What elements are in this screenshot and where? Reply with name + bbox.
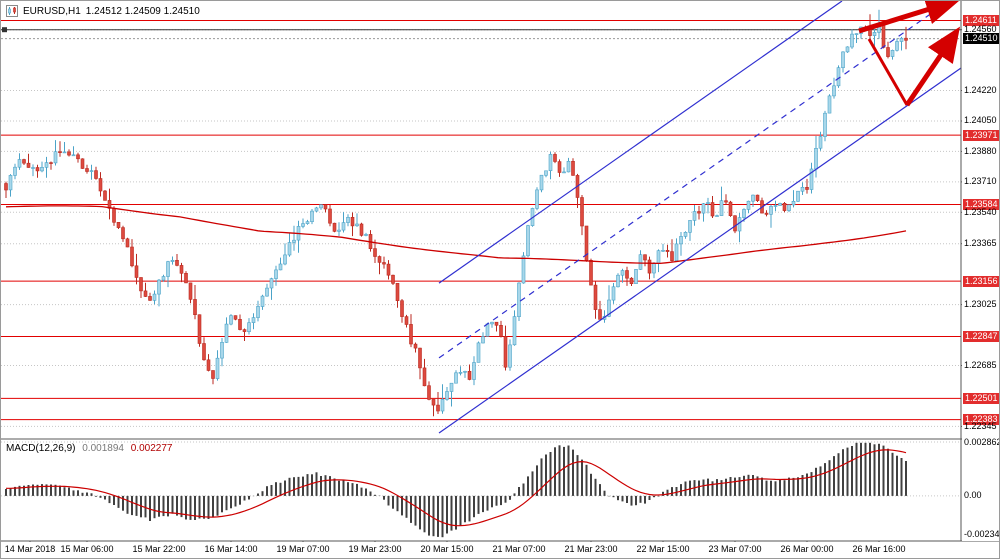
time-label: 22 Mar 15:00 (636, 544, 690, 554)
price-label: 1.23971 (963, 130, 999, 141)
price-label: 1.22501 (963, 393, 999, 404)
price-label: 1.23365 (964, 238, 997, 248)
pane-divider[interactable] (1, 437, 999, 442)
time-axis[interactable]: 14 Mar 2018 15 Mar 06:00 15 Mar 22:00 16 Ma… (1, 542, 999, 558)
chart-header: EURUSD,H1 1.24512 1.24509 1.24510 (6, 5, 200, 17)
price-label: 1.23880 (964, 146, 997, 156)
time-label: 19 Mar 07:00 (276, 544, 330, 554)
macd-histogram (5, 442, 907, 538)
macd-grid (1, 441, 961, 497)
price-label: 1.23710 (964, 176, 997, 186)
macd-signal-line (6, 449, 907, 527)
pane-separators (1, 1, 999, 545)
quote-values-label: 1.24512 1.24509 1.24510 (85, 5, 200, 17)
indicator-label: MACD(12,26,9) 0.001894 0.002277 (6, 443, 172, 454)
sr-levels (1, 20, 961, 421)
time-label: 15 Mar 06:00 (60, 544, 114, 554)
time-label: 23 Mar 07:00 (708, 544, 762, 554)
time-label: 21 Mar 23:00 (564, 544, 618, 554)
price-label: 1.24050 (964, 115, 997, 125)
price-label: 1.22345 (964, 421, 997, 431)
ma-line (5, 205, 907, 265)
time-label: 15 Mar 22:00 (132, 544, 186, 554)
price-label: 1.22685 (964, 360, 997, 370)
price-grid (1, 29, 961, 427)
time-label: 21 Mar 07:00 (492, 544, 546, 554)
price-label: 1.23156 (963, 276, 999, 287)
time-label: 26 Mar 16:00 (852, 544, 906, 554)
trend-channel (438, 1, 961, 434)
time-label: 19 Mar 23:00 (348, 544, 402, 554)
price-label: 1.22383 (963, 414, 999, 425)
projection-arrows (858, 1, 961, 107)
price-axis[interactable]: 1.24611 1.24560 1.24510 1.24220 1.24050 1.239… (962, 1, 1000, 541)
price-label: 1.23540 (964, 207, 997, 217)
price-label: 1.23025 (964, 299, 997, 309)
macd-axis-label: 0.00 (964, 490, 982, 500)
price-label: 1.24220 (964, 85, 997, 95)
indicator-name: MACD(12,26,9) (6, 443, 76, 454)
price-label: 1.24611 (963, 15, 999, 26)
indicator-macd-value: 0.001894 (82, 443, 124, 454)
macd-axis-label: -0.002344 (964, 529, 1000, 539)
time-label: 26 Mar 00:00 (780, 544, 834, 554)
price-label: 1.24560 (964, 24, 997, 34)
price-label: 1.22847 (963, 331, 999, 342)
time-label: 14 Mar 2018 (4, 544, 56, 554)
symbol-timeframe-label: EURUSD,H1 (23, 5, 81, 17)
price-label: 1.23584 (963, 199, 999, 210)
time-label: 16 Mar 14:00 (204, 544, 258, 554)
macd-axis-label: 0.002862 (964, 437, 1000, 447)
indicator-signal-value: 0.002277 (130, 443, 173, 454)
price-label: 1.24510 (963, 33, 999, 44)
candles-group (4, 9, 908, 417)
chart-icon (6, 5, 18, 17)
time-label: 20 Mar 15:00 (420, 544, 474, 554)
